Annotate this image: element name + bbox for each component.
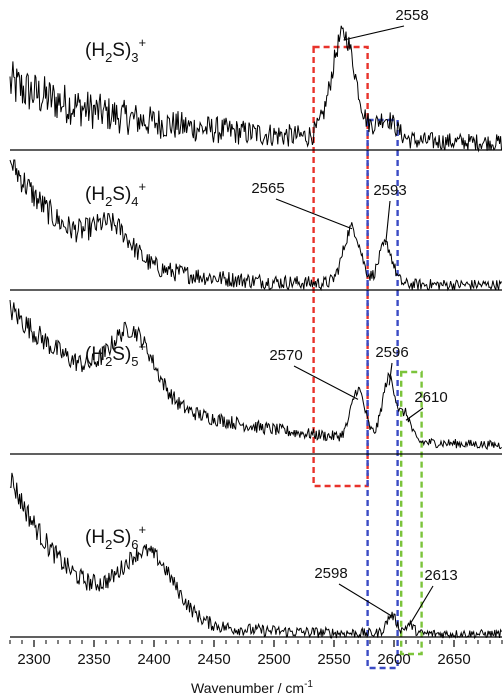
blue-region [366, 118, 399, 670]
x-tick-label: 2350 [77, 651, 110, 668]
spectrum-panel: (H2S)3+ 2558 [9, 7, 502, 153]
peak-leader-line [293, 365, 359, 400]
peak-leader-line [343, 25, 405, 41]
peak-label: 2570 [269, 347, 302, 364]
spectrum-line [9, 299, 502, 451]
spectrum-line [9, 472, 502, 640]
peak-label: 2613 [424, 567, 457, 584]
peak-leader-line [409, 585, 434, 626]
x-tick-label: 2500 [257, 651, 290, 668]
x-tick-label: 2400 [137, 651, 170, 668]
series-label: (H2S)3+ [85, 35, 146, 65]
series-label: (H2S)6+ [85, 522, 146, 552]
spectrum-line [9, 159, 502, 292]
series-label: (H2S)4+ [85, 179, 146, 209]
peak-leader-line [338, 583, 392, 617]
highlight-regions [312, 45, 423, 670]
peak-leader-line [385, 200, 391, 246]
x-tick-label: 2450 [197, 651, 230, 668]
x-tick-label: 2600 [377, 651, 410, 668]
peak-label: 2598 [314, 565, 347, 582]
spectrum-panel: (H2S)5+ 2570 2596 2610 [9, 299, 502, 455]
x-tick-label: 2550 [317, 651, 350, 668]
green-region [400, 370, 423, 656]
spectrum-panel: (H2S)4+ 2565 2593 [9, 159, 502, 292]
spectrum-line [9, 25, 502, 153]
peak-label: 2596 [375, 344, 408, 361]
x-axis-label: Wavenumber / cm-1 [191, 679, 313, 696]
x-tick-label: 2650 [437, 651, 470, 668]
spectrum-panel: (H2S)6+ 2598 2613 [9, 472, 502, 640]
peak-leader-line [275, 198, 353, 230]
peak-label: 2558 [395, 7, 428, 24]
red-region [312, 45, 369, 488]
peak-leader-line [388, 362, 393, 386]
series-label: (H2S)5+ [85, 339, 146, 369]
peak-label: 2565 [251, 180, 284, 197]
x-axis: 2300 2350 2400 2450 2500 2550 2600 2650 [9, 640, 503, 668]
peak-leader-line [405, 407, 424, 421]
x-tick-label: 2300 [17, 651, 50, 668]
peak-label: 2610 [414, 389, 447, 406]
spectra-panels: (H2S)3+ 2558 (H2S)4+ 2565 2593 (H2S)5+ 2570 259… [9, 7, 502, 640]
peak-label: 2593 [373, 182, 406, 199]
